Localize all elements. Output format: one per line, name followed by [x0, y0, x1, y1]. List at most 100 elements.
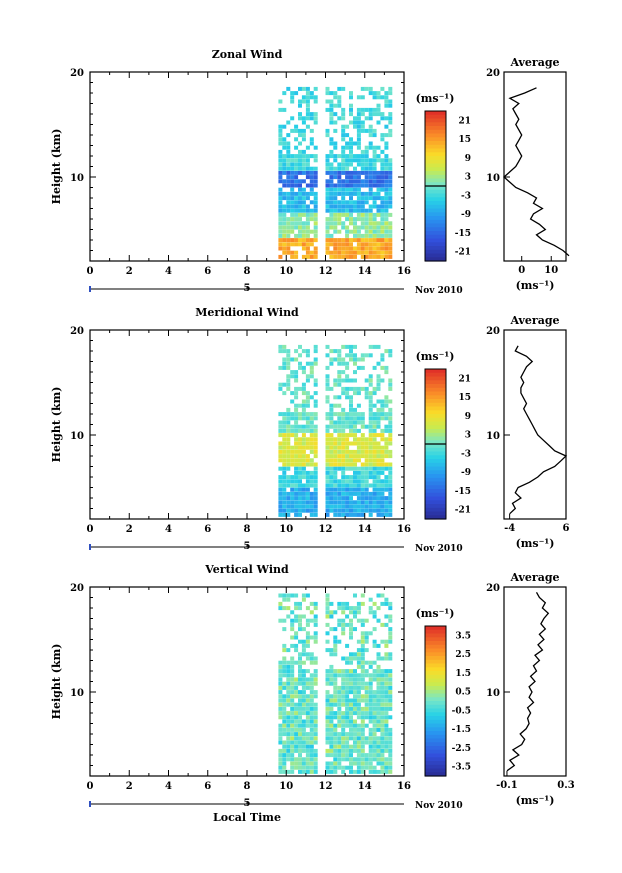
heatmap-cell — [384, 711, 389, 716]
heatmap-cell — [333, 246, 338, 251]
heatmap-cell — [294, 158, 299, 163]
heatmap-cell — [313, 606, 318, 611]
heatmap-cell — [298, 158, 302, 163]
heatmap-cell — [341, 133, 346, 138]
heatmap-cell — [353, 370, 357, 375]
heatmap-cell — [388, 491, 393, 496]
heatmap-cell — [286, 412, 291, 417]
colorbar-segment — [425, 686, 446, 691]
colorbar-segment — [425, 417, 446, 423]
heatmap-cell — [380, 166, 385, 171]
heatmap-cell — [364, 107, 369, 112]
heatmap-cell — [349, 204, 353, 209]
heatmap-cell — [384, 706, 389, 711]
heatmap-cell — [282, 124, 287, 129]
heatmap-cell — [349, 727, 353, 732]
heatmap-cell — [301, 732, 306, 737]
heatmap-cell — [349, 217, 353, 222]
heatmap-cell — [349, 349, 353, 354]
heatmap-cell — [376, 593, 381, 598]
heatmap-cell — [341, 656, 346, 661]
heatmap-cell — [301, 740, 306, 745]
heatmap-cell — [372, 254, 377, 259]
heatmap-cell — [372, 500, 377, 505]
heatmap-cell — [325, 740, 330, 745]
heatmap-cell — [372, 669, 377, 674]
y-axis-label: Height (km) — [50, 387, 63, 463]
heatmap-cell — [376, 374, 381, 379]
heatmap-cell — [313, 748, 318, 753]
colorbar-segment — [425, 719, 446, 725]
heatmap-cell — [313, 99, 318, 104]
heatmap-cell — [305, 428, 310, 433]
heatmap-cell — [305, 112, 310, 117]
heatmap-cell — [290, 669, 295, 674]
colorbar-segment — [425, 500, 446, 505]
heatmap-cell — [364, 660, 369, 665]
heatmap-cell — [278, 681, 283, 686]
heatmap-cell — [309, 424, 314, 429]
heatmap-cell — [298, 652, 302, 657]
heatmap-cell — [282, 412, 287, 417]
heatmap-cell — [305, 454, 310, 459]
heatmap-cell — [294, 204, 299, 209]
heatmap-cell — [305, 374, 310, 379]
heatmap-cell — [384, 466, 389, 471]
heatmap-cell — [368, 757, 373, 762]
heatmap-cell — [329, 149, 334, 154]
heatmap-cell — [376, 221, 381, 226]
heatmap-cell — [298, 179, 302, 184]
heatmap-cell — [380, 765, 385, 770]
heatmap-cell — [305, 424, 310, 429]
heatmap-cell — [360, 191, 365, 196]
heatmap-cell — [278, 141, 283, 146]
heatmap-cell — [384, 91, 389, 96]
heatmap-cell — [353, 475, 357, 480]
profile-line — [509, 345, 568, 515]
heatmap-cell — [353, 420, 357, 425]
heatmap-cell — [349, 753, 353, 758]
heatmap-cell — [356, 133, 361, 138]
heatmap-cell — [360, 769, 365, 774]
colorbar-tick-label: 15 — [458, 393, 471, 403]
colorbar-segment — [425, 182, 446, 187]
heatmap-cell — [325, 761, 330, 766]
heatmap-cell — [384, 757, 389, 762]
x-tick-label: 16 — [397, 266, 411, 277]
heatmap-cell — [290, 475, 295, 480]
heatmap-cell — [360, 154, 365, 159]
heatmap-cell — [298, 449, 302, 454]
heatmap-cell — [356, 191, 361, 196]
heatmap-cell — [376, 191, 381, 196]
heatmap-cell — [329, 449, 334, 454]
heatmap-cell — [372, 757, 377, 762]
heatmap-cell — [353, 378, 357, 383]
heatmap-cell — [380, 496, 385, 501]
heatmap-cell — [305, 715, 310, 720]
heatmap-cell — [353, 233, 357, 238]
heatmap-cell — [337, 420, 342, 425]
heatmap-cell — [345, 483, 350, 488]
heatmap-cell — [353, 361, 357, 366]
heatmap-cell — [345, 361, 350, 366]
heatmap-cell — [282, 475, 287, 480]
heatmap-cell — [333, 204, 338, 209]
heatmap-cell — [313, 382, 318, 387]
y-axis-label: Height (km) — [50, 129, 63, 205]
heatmap-cell — [298, 601, 302, 606]
heatmap-cell — [384, 399, 389, 404]
heatmap-cell — [349, 416, 353, 421]
heatmap-cell — [384, 508, 389, 513]
heatmap-cell — [329, 610, 334, 615]
heatmap-cell — [341, 757, 346, 762]
heatmap-cell — [301, 748, 306, 753]
heatmap-cell — [384, 614, 389, 619]
heatmap-cell — [309, 116, 314, 121]
heatmap-cell — [333, 677, 338, 682]
heatmap-cell — [290, 753, 295, 758]
heatmap-cell — [364, 500, 369, 505]
heatmap-cell — [309, 154, 314, 159]
heatmap-cell — [376, 761, 381, 766]
heatmap-cell — [380, 639, 385, 644]
heatmap-cell — [376, 753, 381, 758]
